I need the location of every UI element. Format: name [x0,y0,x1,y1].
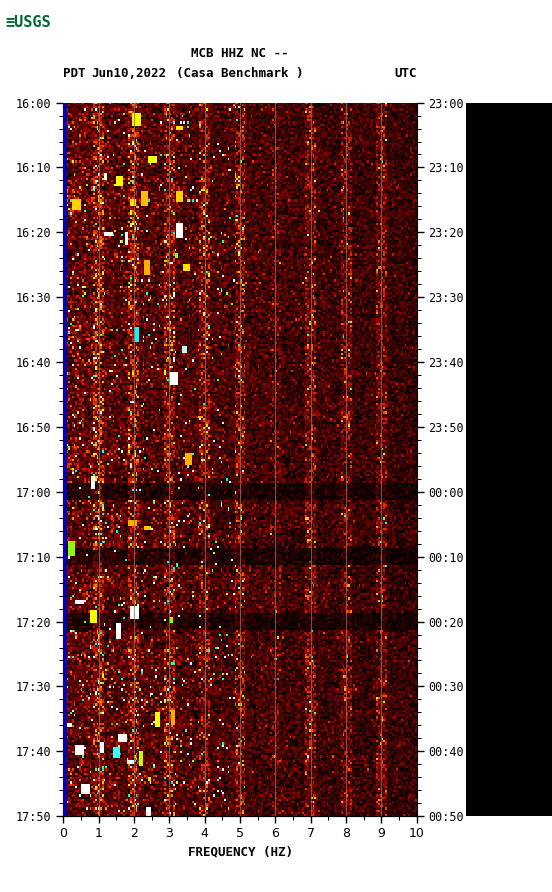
Text: ≡USGS: ≡USGS [6,15,51,29]
Text: MCB HHZ NC --: MCB HHZ NC -- [192,47,289,60]
Text: Jun10,2022: Jun10,2022 [91,67,166,79]
Text: (Casa Benchmark ): (Casa Benchmark ) [177,67,304,79]
X-axis label: FREQUENCY (HZ): FREQUENCY (HZ) [188,846,293,859]
Text: UTC: UTC [394,67,417,79]
Text: PDT: PDT [63,67,86,79]
